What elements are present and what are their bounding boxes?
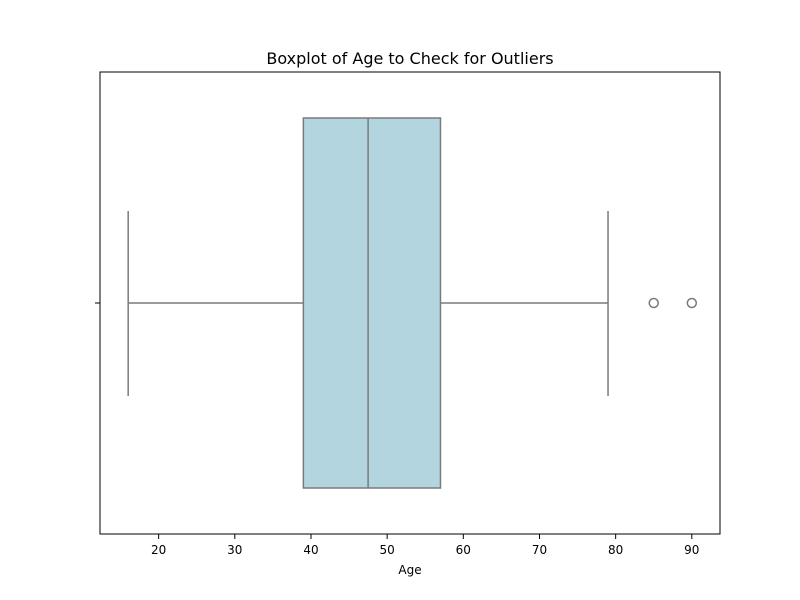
x-tick-label: 50	[380, 543, 395, 557]
x-axis-label: Age	[398, 563, 421, 577]
x-tick-label: 90	[684, 543, 699, 557]
x-tick-label: 80	[608, 543, 623, 557]
outlier-point	[648, 297, 659, 309]
x-tick-label: 40	[303, 543, 318, 557]
x-tick-label: 20	[151, 543, 166, 557]
plot-area	[127, 117, 698, 489]
x-tick-label: 30	[227, 543, 242, 557]
x-tick-label: 70	[532, 543, 547, 557]
x-tick-label: 60	[456, 543, 471, 557]
x-axis-ticks: 20 30 40 50 60 70 80 90	[151, 534, 699, 557]
outlier-point	[686, 297, 698, 309]
chart-title: Boxplot of Age to Check for Outliers	[266, 49, 553, 68]
iqr-box	[302, 117, 442, 489]
